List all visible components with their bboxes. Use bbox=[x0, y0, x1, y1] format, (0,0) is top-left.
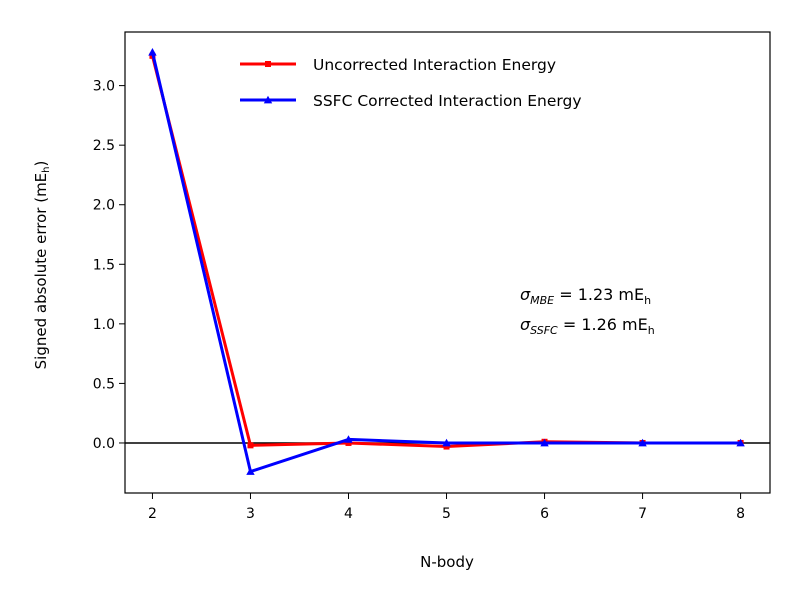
sigma-symbol: σ bbox=[520, 315, 531, 334]
legend-1-label: Uncorrected Interaction Energy bbox=[313, 56, 556, 74]
legend-1-marker bbox=[265, 61, 271, 67]
unit-subscript: h bbox=[644, 294, 651, 307]
series-2-point bbox=[736, 438, 745, 447]
series-1-point bbox=[443, 443, 450, 450]
series-2-point bbox=[344, 435, 353, 443]
series-2-point bbox=[638, 438, 647, 447]
x-tick-label: 7 bbox=[638, 506, 647, 522]
x-axis-label: N-body bbox=[420, 553, 474, 571]
x-tick-label: 5 bbox=[442, 506, 451, 522]
sigma-value: = 1.26 mE bbox=[558, 315, 648, 334]
axes: 2 3 4 5 6 7 8 0.0 0.5 1.0 1.5 2.0 2.5 3.0 bbox=[93, 31, 771, 522]
y-tick-label: 1.5 bbox=[93, 257, 115, 273]
plot-frame bbox=[124, 31, 771, 494]
y-tick-label: 2.0 bbox=[93, 198, 115, 214]
series-2-point bbox=[442, 438, 451, 447]
x-tick-label: 6 bbox=[540, 506, 549, 522]
y-tick-label: 3.0 bbox=[93, 79, 115, 95]
sigma-annotation-1: σMBE = 1.23 mEh bbox=[520, 285, 651, 307]
sigma-subscript: MBE bbox=[530, 294, 554, 307]
sigma-value: = 1.23 mE bbox=[554, 285, 644, 304]
series-2-point bbox=[540, 438, 549, 447]
x-tick-label: 3 bbox=[246, 506, 255, 522]
series-2-point bbox=[148, 48, 157, 56]
legend-2-marker bbox=[263, 95, 273, 104]
y-axis-label-sub: h bbox=[41, 166, 52, 172]
unit-subscript: h bbox=[648, 324, 655, 337]
series-2-point bbox=[246, 467, 255, 475]
y-tick-label: 0.0 bbox=[93, 436, 115, 452]
x-tick-label: 4 bbox=[344, 506, 353, 522]
y-axis-label: Signed absolute error (mEh) bbox=[32, 161, 52, 370]
plot-area bbox=[125, 48, 770, 475]
x-tick-label: 8 bbox=[736, 506, 745, 522]
sigma-symbol: σ bbox=[520, 285, 531, 304]
legend: Uncorrected Interaction Energy SSFC Corre… bbox=[240, 56, 582, 110]
y-tick-label: 0.5 bbox=[93, 376, 115, 392]
sigma-subscript: SSFC bbox=[530, 324, 558, 337]
y-tick-label: 1.0 bbox=[93, 317, 115, 333]
series-1-line bbox=[150, 55, 741, 449]
y-axis-label-main: Signed absolute error (mE bbox=[32, 173, 50, 370]
y-axis-label-close: ) bbox=[32, 161, 50, 167]
x-tick-label: 2 bbox=[148, 506, 157, 522]
legend-2-label: SSFC Corrected Interaction Energy bbox=[313, 92, 582, 110]
sigma-annotation-2: σSSFC = 1.26 mEh bbox=[520, 315, 655, 337]
series-1-point bbox=[345, 439, 352, 446]
series-1-point bbox=[247, 442, 254, 449]
y-tick-label: 2.5 bbox=[93, 138, 115, 154]
